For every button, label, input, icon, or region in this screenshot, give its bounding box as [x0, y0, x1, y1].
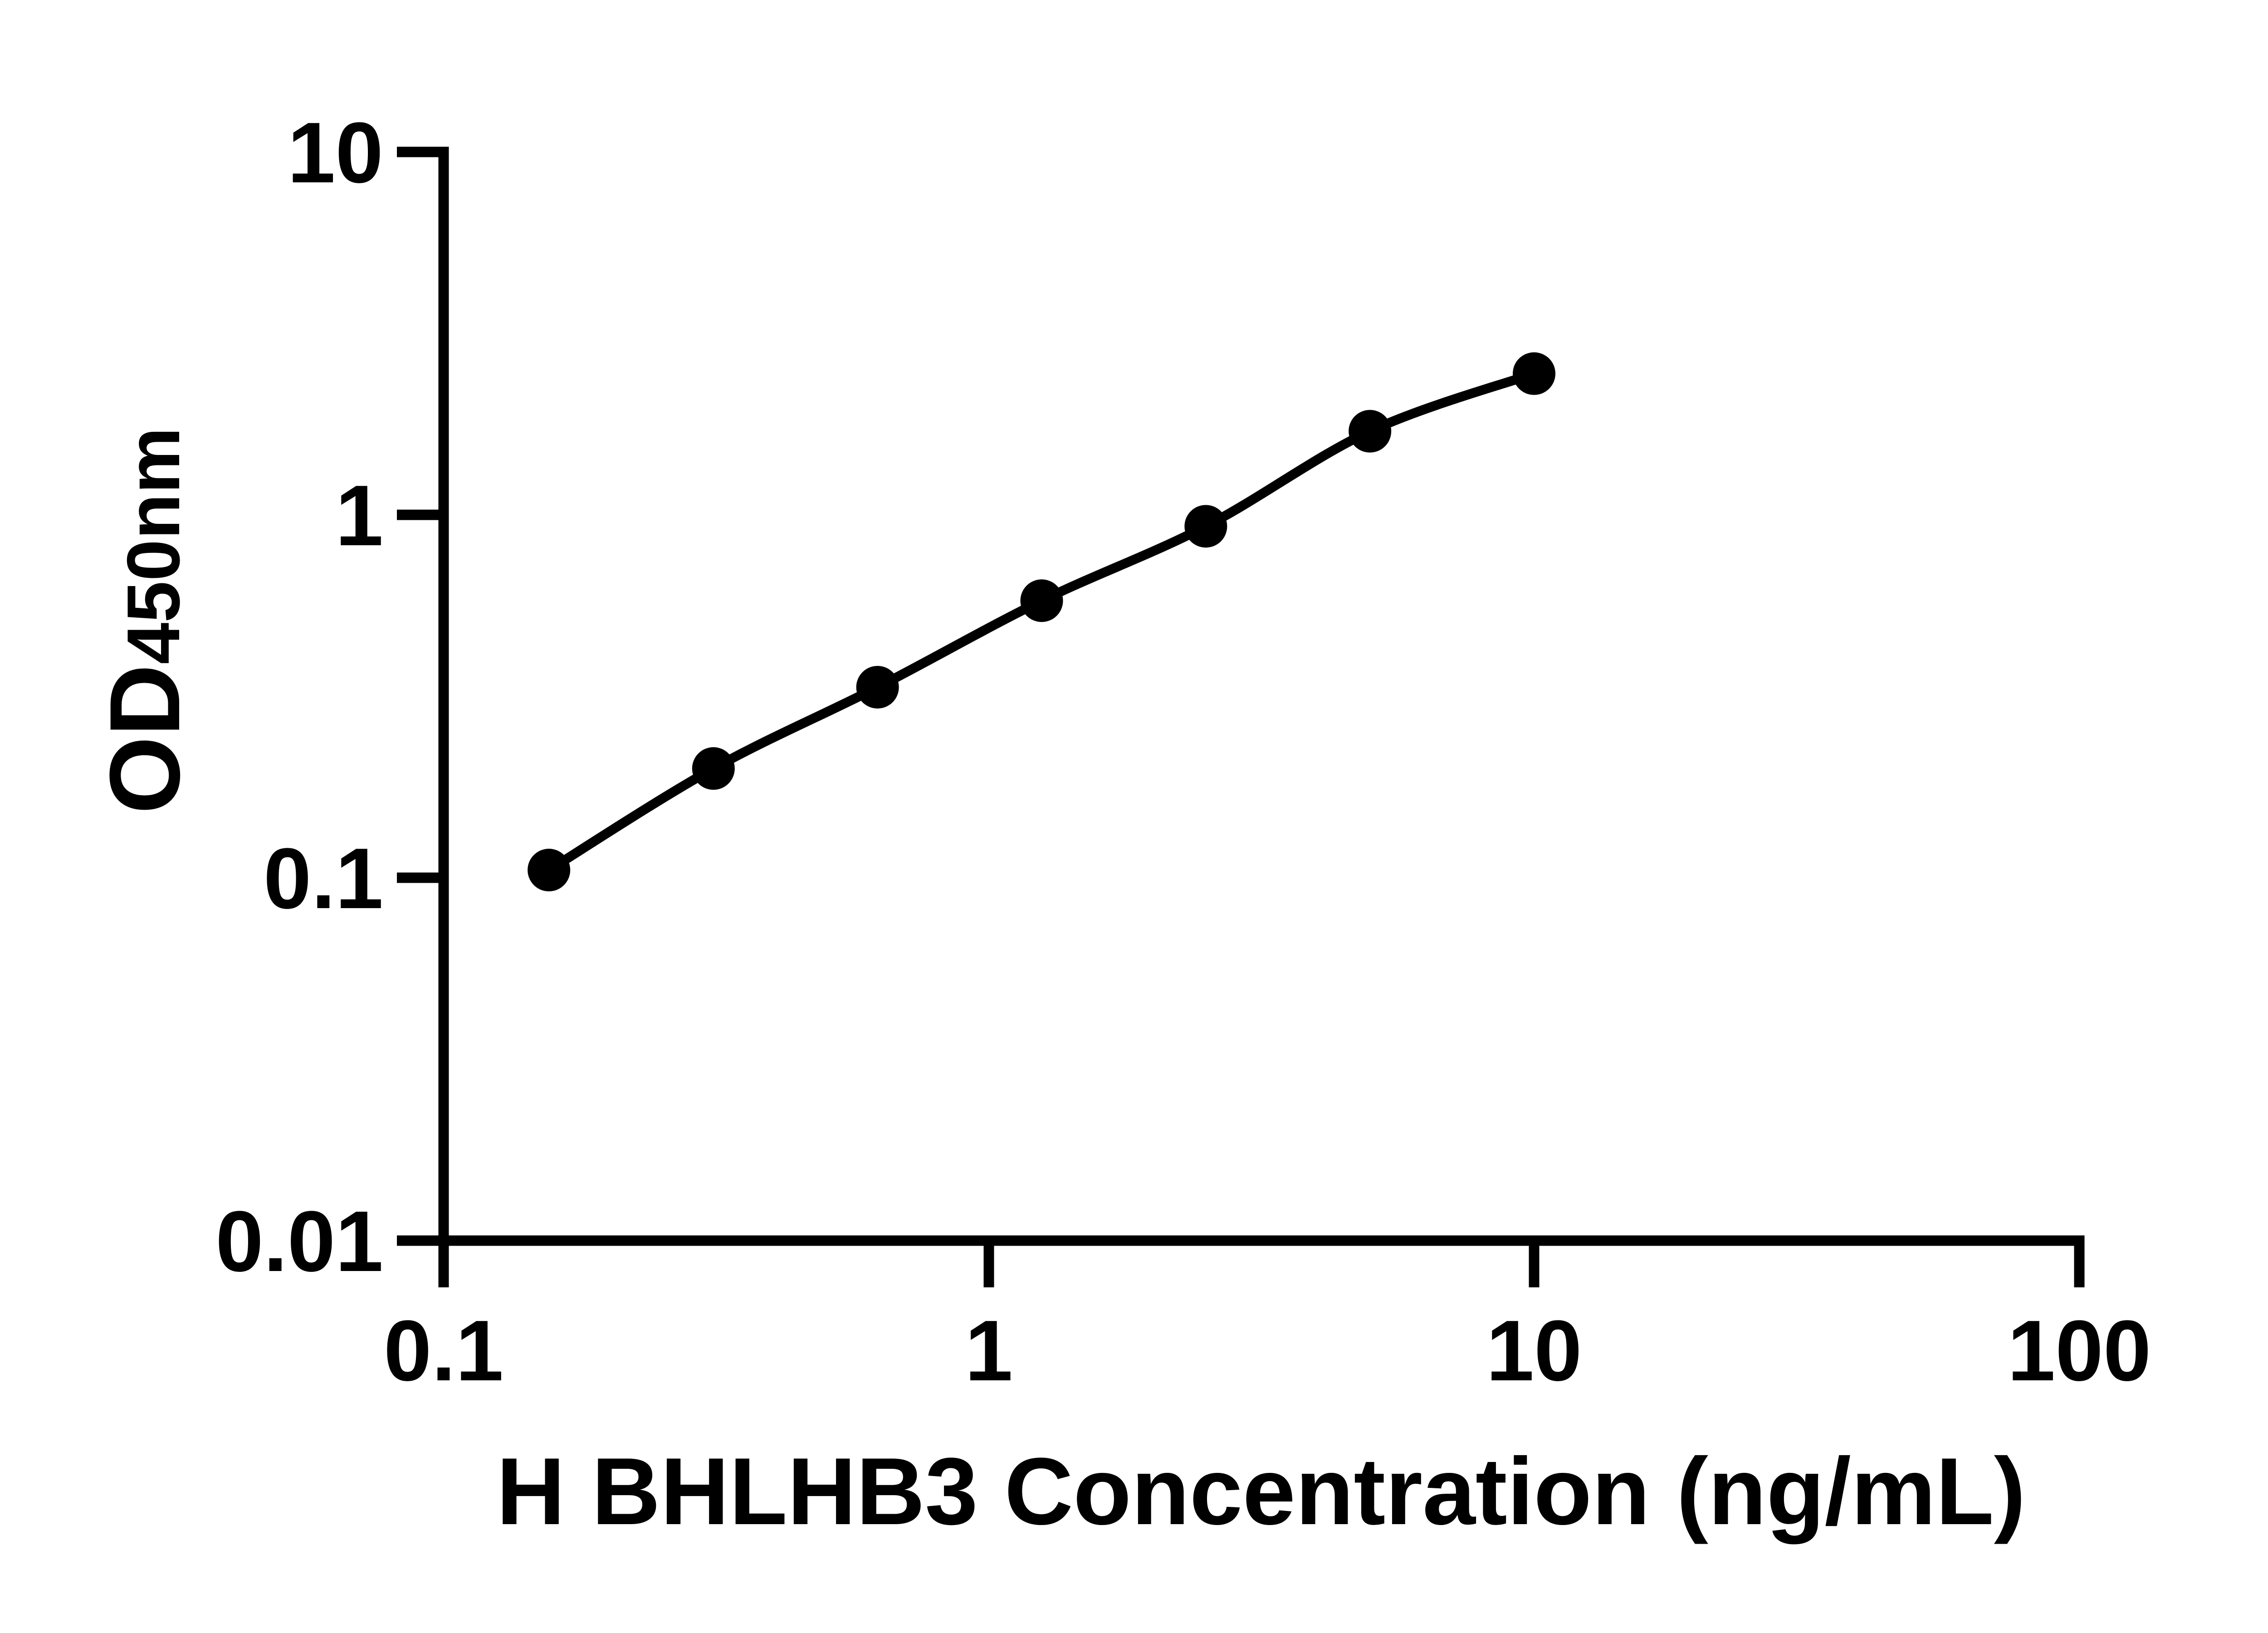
data-series-layer: [528, 352, 1555, 892]
y-tick-label: 0.01: [215, 1193, 383, 1290]
y-tick-label: 0.1: [264, 831, 383, 927]
x-tick-label: 1: [965, 1303, 1013, 1399]
data-point: [856, 665, 899, 709]
y-tick-label: 10: [288, 105, 383, 201]
y-tick-label: 1: [335, 468, 383, 564]
data-point: [1513, 352, 1555, 395]
data-point: [692, 747, 735, 790]
y-axis-title-main: OD: [89, 664, 200, 814]
data-point: [1020, 579, 1063, 622]
data-point: [528, 849, 571, 892]
y-axis-title: OD450nm: [89, 427, 200, 814]
x-tick-label: 10: [1486, 1303, 1582, 1399]
data-point: [1184, 505, 1227, 548]
x-tick-label: 100: [2007, 1303, 2151, 1399]
y-axis-title-subscript: 450nm: [112, 427, 195, 665]
data-point: [1349, 410, 1392, 453]
x-axis-title: H BHLHB3 Concentration (ng/mL): [496, 1438, 2025, 1545]
x-tick-label: 0.1: [384, 1303, 503, 1399]
